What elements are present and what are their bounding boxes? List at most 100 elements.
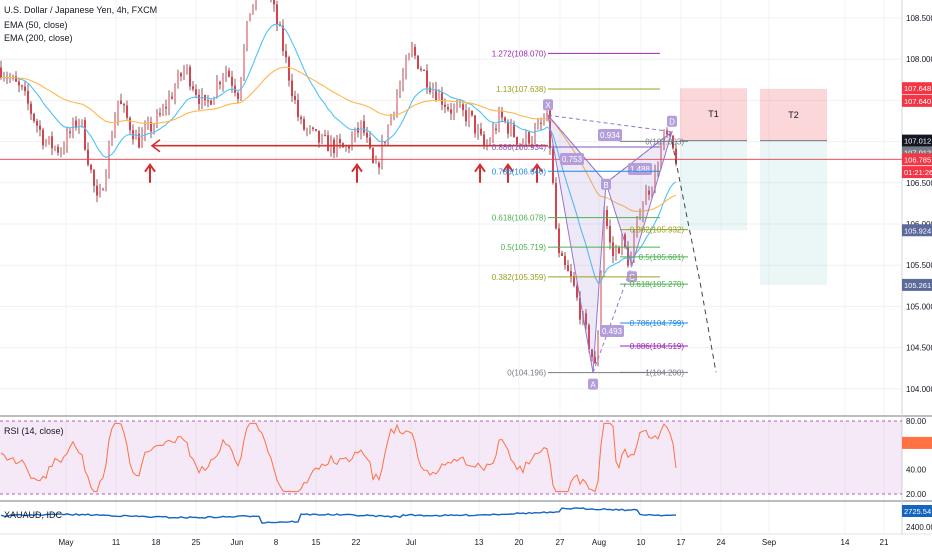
candle-body-72 [216,82,218,98]
target-T1-reward [680,140,747,231]
target-T2-reward [760,140,827,285]
time-tick-15: 24 [717,538,726,547]
fib-ext-label-5: 0.886(104.519) [630,342,685,351]
candle-body-69 [207,100,209,102]
harmonic-diag-0 [547,114,607,184]
candle-body-135 [405,60,407,76]
candle-body-20 [60,151,62,153]
candle-body-43 [129,117,131,131]
candle-body-95 [285,50,287,58]
candle-body-7 [21,85,23,87]
candle-body-79 [237,92,239,100]
candle-body-203 [609,225,611,243]
candle-body-132 [396,95,398,113]
candle-body-157 [471,110,473,116]
candle-body-52 [156,113,158,126]
candle-body-48 [144,126,146,134]
candle-body-85 [255,0,257,5]
candle-body-41 [123,104,125,106]
harmonic-point-D-box [667,115,677,127]
price-pane-bg [0,0,902,414]
candle-body-130 [390,115,392,126]
price-tick-0: 108.500 [906,14,932,23]
candle-body-6 [18,81,20,86]
harmonic-point-X: X [545,101,551,110]
time-tick-1: 11 [112,538,121,547]
candle-body-186 [558,228,560,254]
candle-body-193 [579,297,581,320]
candle-body-140 [420,68,422,71]
price-tick-7: 104.500 [906,344,932,353]
candle-body-84 [252,4,254,14]
candle-body-198 [594,357,596,364]
candle-body-66 [198,94,200,104]
time-tick-18: 21 [880,538,889,547]
candle-body-81 [243,48,245,78]
xauaud-tick-0: 2400.00 [906,523,932,532]
candle-body-136 [408,54,410,61]
fib-label-7: 0(104.196) [507,369,546,378]
rsi-band [0,421,902,494]
harmonic-bcd [605,130,673,267]
candle-body-161 [483,134,485,147]
time-tick-13: 10 [637,538,646,547]
candle-body-151 [453,107,455,114]
candle-body-191 [573,276,575,286]
candle-body-196 [588,325,590,350]
fib-label-4: 0.618(106.078) [492,214,547,223]
candle-body-216 [648,190,650,195]
fib-ext-label-6: 1(104.200) [645,368,684,377]
candle-body-167 [501,111,503,118]
rsi-last-tag [902,436,932,449]
xauaud-tag: 2725.54 [904,507,931,516]
candle-body-133 [399,85,401,96]
candle-body-155 [465,110,467,122]
candle-body-128 [384,141,386,143]
time-tick-14: 17 [677,538,686,547]
candle-body-46 [138,133,140,148]
candle-body-57 [171,96,173,99]
candle-body-32 [96,185,98,196]
candle-body-61 [183,69,185,77]
harmonic-point-A-box [588,378,598,390]
candle-body-96 [288,57,290,81]
candle-body-207 [621,234,623,254]
projection-path [671,141,717,373]
harmonic-point-X-box [543,99,553,111]
candle-body-83 [249,13,251,22]
price-tag-6: 105.924 [904,226,931,235]
candle-body-15 [45,141,47,146]
ratio-box-1 [560,153,584,165]
candle-body-184 [552,148,554,183]
candle-body-205 [615,247,617,256]
price-tick-5: 105.500 [906,261,932,270]
candle-body-39 [117,100,119,119]
ratio-box-3 [600,325,624,337]
candle-body-33 [99,189,101,196]
candle-body-108 [324,135,326,137]
candle-body-55 [165,106,167,109]
fib-ext-label-3: 0.618(105.270) [630,280,685,289]
price-tag-4: 106.785 [904,155,931,164]
candle-body-82 [246,21,248,49]
price-tag-bg-6 [902,224,932,237]
candle-body-170 [510,123,512,134]
candle-body-174 [522,141,524,144]
price-tag-bg-2 [902,134,932,147]
candle-body-221 [663,130,665,148]
candle-body-101 [303,119,305,130]
price-tag-0: 107.648 [904,84,931,93]
fib-ext-label-0: 0(107.003) [645,137,684,146]
time-tick-17: 14 [841,538,850,547]
candle-body-53 [159,113,161,115]
candle-body-45 [135,133,137,140]
candle-body-206 [618,247,620,254]
candle-body-18 [54,146,56,149]
candle-body-144 [432,89,434,93]
candle-body-218 [654,169,656,189]
candle-body-17 [51,136,53,149]
price-tag-bg-5 [902,166,932,179]
candle-body-152 [456,105,458,108]
